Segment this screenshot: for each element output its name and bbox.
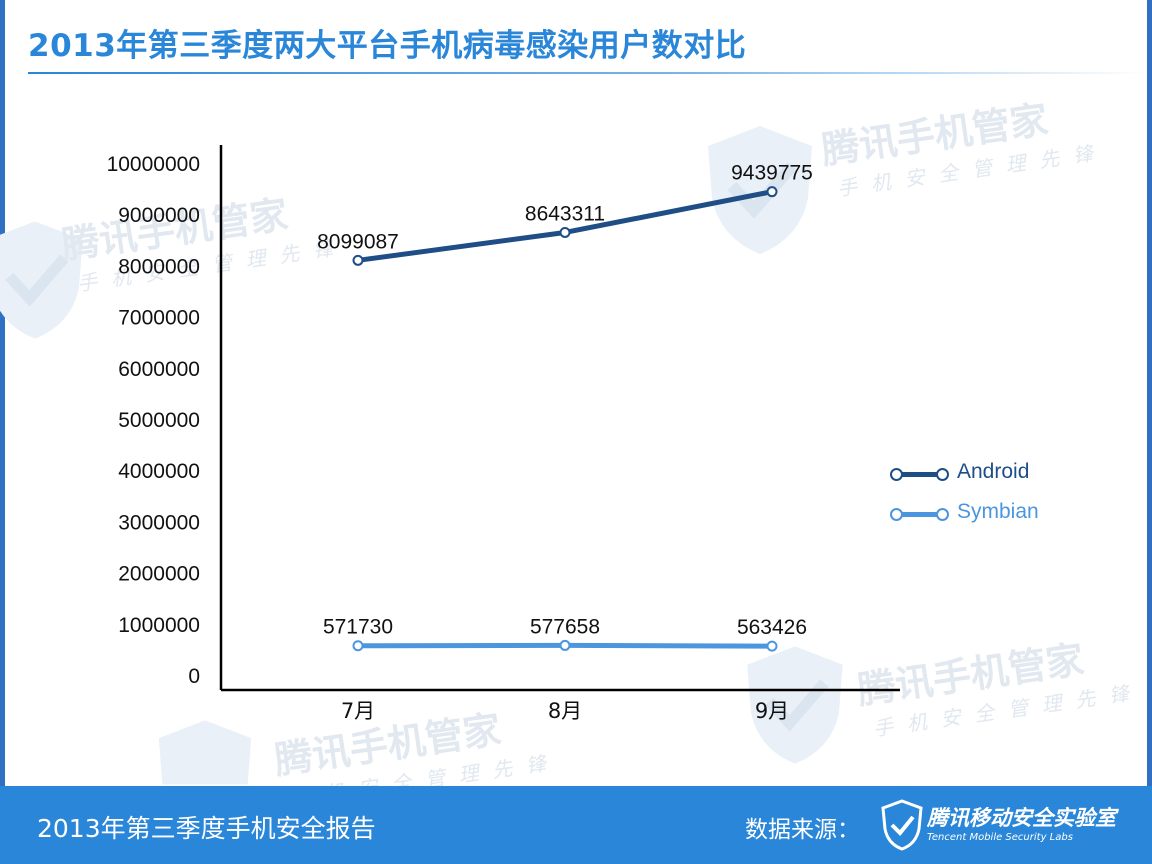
data-label-symbian: 563426 [737,616,807,639]
data-label-symbian: 577658 [530,615,600,638]
legend-marker-android [936,468,949,481]
legend-line-symbian [892,512,946,517]
line-chart: 0 1000000 2000000 3000000 4000000 5000000 6000… [107,145,900,723]
data-label-android: 8643311 [525,202,605,225]
y-tick-label: 9000000 [118,204,200,227]
legend-item-symbian: Symbian [890,500,1090,528]
source-label: 数据来源： [745,817,860,843]
data-point-android [766,186,778,198]
y-tick-label: 7000000 [118,307,200,330]
left-frame-bar [0,0,5,864]
title-divider [28,72,1148,74]
y-tick-label: 5000000 [118,409,200,432]
legend-marker-symbian [936,508,949,521]
data-point-android [559,226,571,238]
data-point-android [352,254,364,266]
org-name: 腾讯移动安全实验室 [927,806,1116,830]
data-point-symbian [352,640,364,652]
y-tick-label: 10000000 [107,153,200,176]
page-title: 2013年第三季度两大平台手机病毒感染用户数对比 [28,28,747,64]
org-name-en: Tencent Mobile Security Labs [927,832,1073,843]
y-tick-label: 3000000 [118,511,200,534]
data-point-symbian [766,640,778,652]
report-title: 2013年第三季度手机安全报告 [37,814,376,843]
data-label-symbian: 571730 [323,616,393,639]
x-tick-label: 8月 [548,699,582,723]
right-frame-bar [1147,0,1152,864]
y-tick-label: 8000000 [118,255,200,278]
security-shield-icon [881,799,923,851]
legend-label-symbian: Symbian [957,500,1039,523]
y-tick-label: 6000000 [118,358,200,381]
y-tick-label: 4000000 [118,460,200,483]
legend-marker-symbian [890,508,903,521]
data-point-symbian [559,639,571,651]
legend-line-android [892,472,946,477]
legend-marker-android [890,468,903,481]
y-tick-label: 0 [188,665,200,688]
footer-bar: 2013年第三季度手机安全报告 数据来源： 腾讯移动安全实验室 Tencent … [0,786,1152,864]
legend-label-android: Android [957,460,1030,483]
x-tick-label: 9月 [755,699,789,723]
data-label-android: 9439775 [731,162,813,185]
y-tick-label: 2000000 [118,563,200,586]
data-label-android: 8099087 [317,230,399,253]
y-tick-label: 1000000 [118,614,200,637]
legend-item-android: Android [890,460,1090,488]
x-tick-label: 7月 [341,699,375,723]
